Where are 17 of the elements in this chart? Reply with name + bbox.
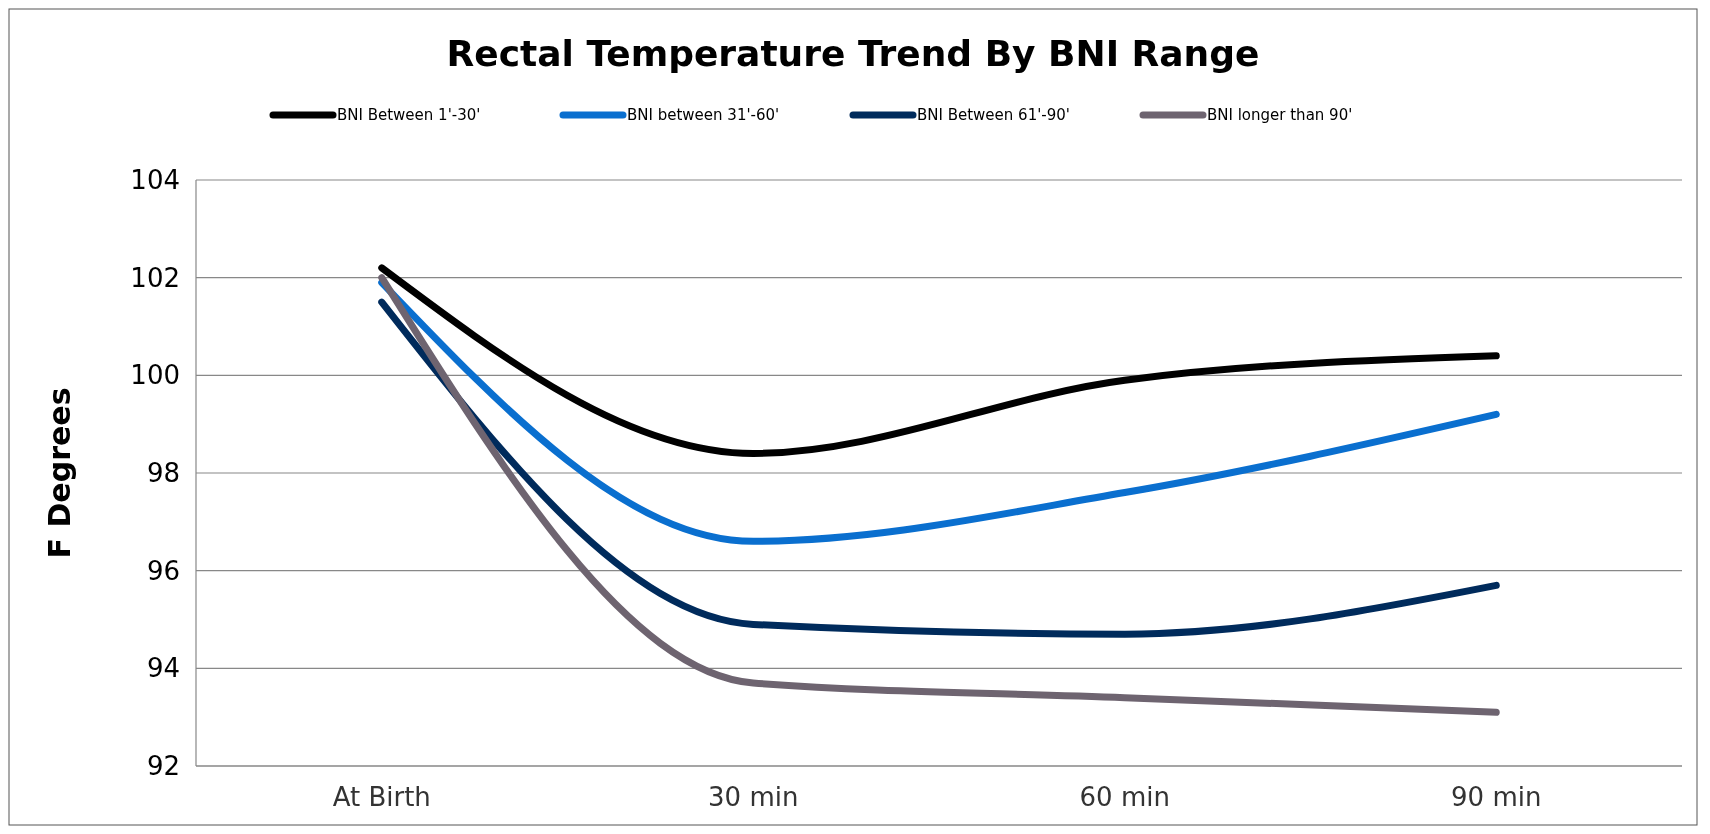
y-tick-label: 96 [146, 555, 180, 586]
legend-label: BNI between 31'-60' [627, 106, 780, 124]
y-tick-label: 104 [130, 165, 180, 196]
y-tick-label: 98 [146, 458, 180, 489]
chart-title: Rectal Temperature Trend By BNI Range [446, 33, 1260, 74]
x-tick-label: At Birth [332, 782, 431, 812]
y-tick-label: 100 [130, 360, 180, 391]
y-axis-title: F Degrees [42, 387, 77, 559]
y-tick-label: 102 [130, 262, 180, 293]
y-tick-label: 92 [146, 751, 180, 782]
y-tick-label: 94 [146, 653, 180, 684]
legend-label: BNI longer than 90' [1207, 106, 1353, 124]
legend-label: BNI Between 61'-90' [917, 106, 1070, 124]
x-tick-label: 30 min [708, 782, 799, 812]
x-tick-label: 60 min [1079, 782, 1170, 812]
x-tick-label: 90 min [1451, 782, 1542, 812]
legend-label: BNI Between 1'-30' [337, 106, 481, 124]
